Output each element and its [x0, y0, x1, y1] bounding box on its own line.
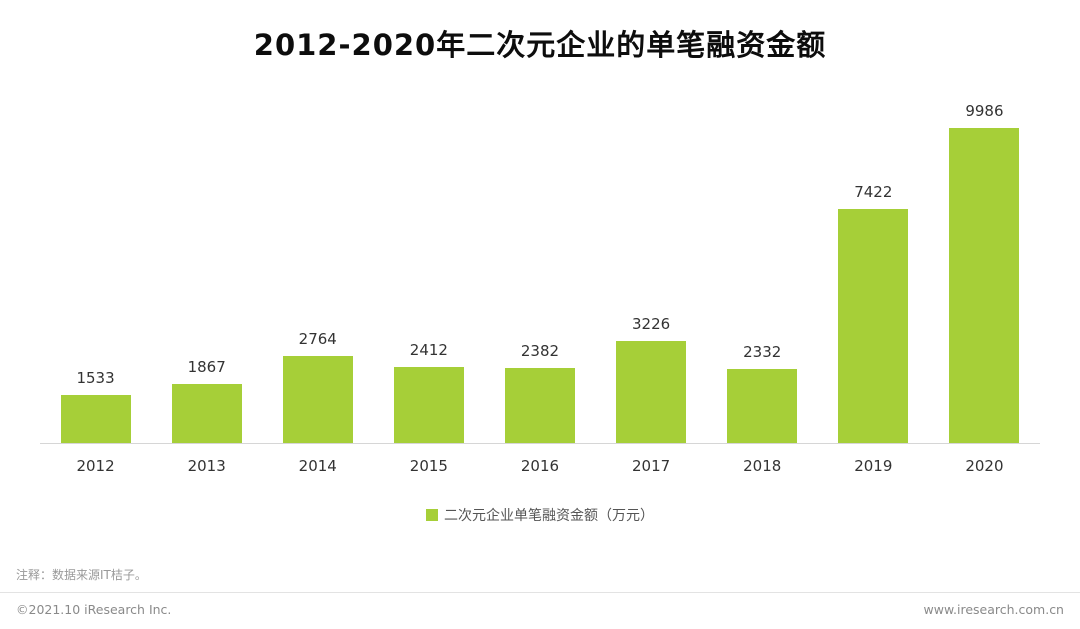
bar — [282, 356, 353, 443]
bar-value-label: 9986 — [965, 102, 1004, 120]
bar — [838, 209, 909, 443]
x-axis-label: 2015 — [409, 457, 448, 475]
bar-group: 7422 — [818, 72, 929, 443]
x-axis-label: 2019 — [854, 457, 893, 475]
bar-group: 2382 — [484, 72, 595, 443]
bar-value-label: 3226 — [632, 315, 671, 333]
bar — [616, 341, 687, 443]
chart-title: 2012-2020年二次元企业的单笔融资金额 — [253, 28, 827, 62]
x-axis-label: 2014 — [298, 457, 337, 475]
bar-value-label: 2764 — [298, 330, 337, 348]
bar-group: 1867 — [151, 72, 262, 443]
x-axis-label: 2017 — [632, 457, 671, 475]
bar — [727, 369, 798, 443]
bar — [60, 395, 131, 443]
copyright-text: ©2021.10 iResearch Inc. — [16, 602, 172, 617]
bar — [171, 384, 242, 443]
bar-group: 3226 — [596, 72, 707, 443]
bar-value-label: 1533 — [76, 369, 115, 387]
website-text: www.iresearch.com.cn — [923, 602, 1065, 617]
bar-value-label: 2332 — [743, 343, 782, 361]
bar-value-label: 2412 — [409, 341, 448, 359]
bar-group: 2764 — [262, 72, 373, 443]
legend-swatch-icon — [426, 509, 438, 521]
bar — [949, 128, 1020, 443]
x-axis-label: 2020 — [965, 457, 1004, 475]
footer: ©2021.10 iResearch Inc. www.iresearch.co… — [0, 593, 1080, 629]
x-axis-label: 2016 — [520, 457, 560, 475]
legend-label: 二次元企业单笔融资金额（万元） — [444, 508, 654, 524]
bar-group: 2332 — [707, 72, 818, 443]
bar-value-label: 7422 — [854, 183, 893, 201]
x-axis-labels: 2012 2013 2014 2015 2016 2017 2018 2019 2020 — [40, 444, 1040, 475]
x-axis-label: 2013 — [187, 457, 226, 475]
legend: 二次元企业单笔融资金额（万元） — [0, 505, 1080, 525]
bar-value-label: 1867 — [187, 358, 226, 376]
source-note: 注释：数据来源IT桔子。 — [0, 557, 1080, 593]
bar-group: 9986 — [929, 72, 1040, 443]
x-axis-label: 2012 — [76, 457, 115, 475]
bar-value-label: 2382 — [520, 342, 560, 360]
chart-area: 1533 1867 2764 2412 2382 3226 2332 7422 9986 201… — [0, 72, 1080, 475]
bar-group: 1533 — [40, 72, 151, 443]
bar — [393, 367, 464, 443]
bar — [504, 368, 575, 443]
bars: 1533 1867 2764 2412 2382 3226 2332 7422 9986 — [40, 72, 1040, 444]
x-axis-label: 2018 — [743, 457, 782, 475]
bar-group: 2412 — [373, 72, 484, 443]
